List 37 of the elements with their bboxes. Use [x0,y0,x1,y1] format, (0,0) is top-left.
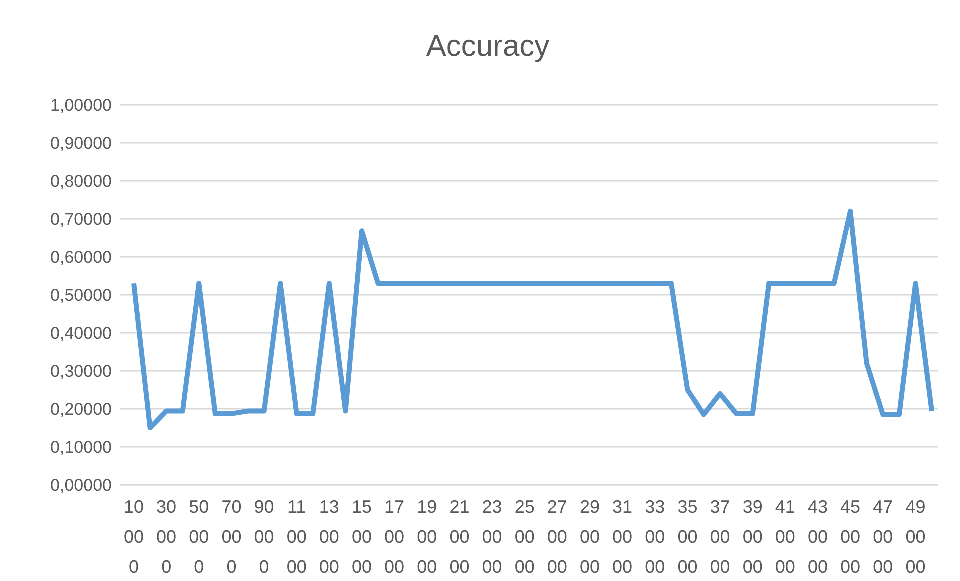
y-tick-label: 0,50000 [50,286,112,306]
y-tick-label: 0,60000 [50,248,112,268]
x-tick-label: 310000 [612,497,633,577]
x-tick-label: 150000 [352,497,372,577]
x-tick-label: 30000 [156,497,177,577]
y-tick-label: 1,00000 [50,96,112,116]
y-tick-label: 0,30000 [50,362,112,382]
y-tick-label: 0,70000 [50,210,112,230]
y-tick-label: 0,40000 [50,324,112,344]
x-tick-label: 110000 [286,497,307,577]
x-tick-label: 70000 [222,497,242,577]
x-tick-label: 10000 [124,497,144,577]
x-tick-label: 90000 [254,497,274,577]
x-tick-label: 210000 [450,497,470,577]
x-tick-label: 350000 [678,497,698,577]
x-tick-label: 130000 [319,497,340,577]
x-tick-label: 190000 [417,497,438,577]
x-tick-label: 270000 [547,497,568,577]
x-tick-label: 470000 [873,497,894,577]
y-tick-label: 0,00000 [50,476,112,496]
x-tick-label: 390000 [742,497,763,577]
x-tick-label: 370000 [710,497,730,577]
x-tick-label: 410000 [775,497,796,577]
x-tick-label: 230000 [482,497,502,577]
x-tick-label: 250000 [514,497,535,577]
x-tick-label: 290000 [580,497,600,577]
x-tick-label: 50000 [189,497,210,577]
x-tick-label: 330000 [645,497,666,577]
y-tick-label: 0,90000 [50,134,112,154]
y-tick-label: 0,10000 [50,438,112,458]
x-tick-label: 490000 [906,497,926,577]
y-tick-label: 0,20000 [50,400,112,420]
x-tick-label: 450000 [840,497,861,577]
chart-title: Accuracy [425,30,551,64]
y-tick-label: 0,80000 [50,172,112,192]
x-tick-label: 430000 [808,497,828,577]
x-tick-label: 170000 [384,497,405,577]
